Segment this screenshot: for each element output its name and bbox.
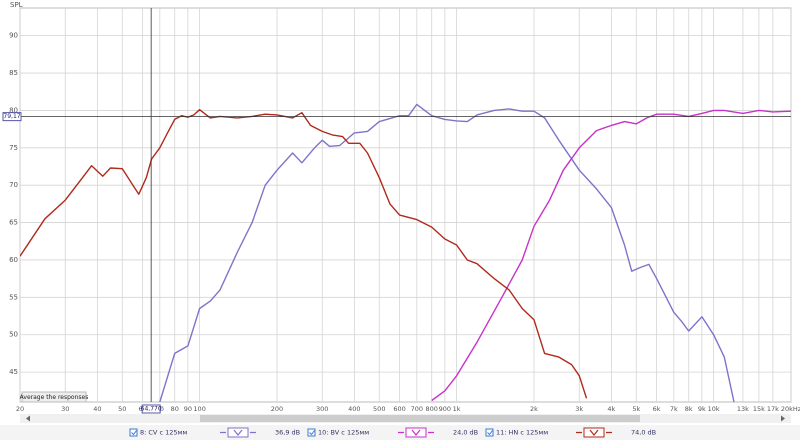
x-tick-label: 600 [393, 405, 405, 413]
y-tick-label: 90 [9, 32, 18, 40]
legend-check [131, 430, 137, 436]
y-tick-label: 60 [9, 256, 18, 264]
y-tick-label: 65 [9, 219, 18, 227]
legend-level: 24,0 dB [453, 429, 478, 437]
x-tick-label: 50 [118, 405, 126, 413]
overlay: 79,17 64,770 [2, 8, 791, 414]
series-group [20, 103, 791, 402]
plot-area [19, 7, 792, 403]
x-tick-label: 2k [530, 405, 538, 413]
x-tick-label: 90 [184, 405, 192, 413]
legend-checkbox[interactable] [307, 428, 316, 437]
cursor-y-box [2, 112, 22, 122]
x-tick-label: 3k [575, 405, 583, 413]
y-tick-label: 85 [9, 69, 18, 77]
x-tick-label: 1k [453, 405, 461, 413]
x-tick-label: 900 [439, 405, 451, 413]
x-tick-label: 15k [753, 405, 765, 413]
y-tick-label: 80 [9, 106, 18, 114]
x-tick-label: 4k [607, 405, 615, 413]
average-button-label[interactable]: Average the responses [20, 394, 89, 401]
x-tick-label: 7k [670, 405, 678, 413]
y-tick-label: 75 [9, 144, 18, 152]
legend-icon [405, 427, 427, 438]
y-tick-label: 55 [9, 293, 18, 301]
legend-label: 10: BV c 125мм [318, 429, 369, 437]
x-tick-label: 5k [632, 405, 640, 413]
x-tick-label: 30 [61, 405, 69, 413]
x-tick-label: 10k [708, 405, 720, 413]
legend-checkbox[interactable] [485, 428, 494, 437]
legend-label: 11: HN c 125мм [496, 429, 548, 437]
y-axis-label: SPL [10, 1, 23, 9]
x-tick-label: 8k [685, 405, 693, 413]
legend-check [487, 430, 493, 436]
y-tick-label: 70 [9, 181, 18, 189]
x-tick-label: 200 [271, 405, 283, 413]
cursor-y-label: 79,17 [3, 113, 20, 120]
legend-checkbox[interactable] [129, 428, 138, 437]
x-tick-label: 13k [737, 405, 749, 413]
legend-icon [227, 427, 249, 438]
x-tick-label: 500 [373, 405, 385, 413]
legend-swatch [220, 429, 256, 436]
y-tick-label: 45 [9, 368, 18, 376]
legend-level: 36,9 dB [275, 429, 300, 437]
x-tick-label: 100 [193, 405, 205, 413]
x-tick-label: 400 [348, 405, 360, 413]
legend: 8: CV c 125мм 36,9 dB 10: BV c 125мм 24,0 d… [129, 427, 656, 438]
x-tick-label: 700 [411, 405, 423, 413]
x-tick-label: 80 [171, 405, 179, 413]
legend-swatch [398, 429, 434, 436]
x-tick-label: 20kHz [781, 405, 800, 413]
x-tick-label: 9k [698, 405, 706, 413]
legend-check [309, 430, 315, 436]
cursor-x-box [141, 404, 161, 414]
series-line [159, 103, 735, 402]
x-tick-label: 17k [767, 405, 779, 413]
legend-icon [583, 427, 605, 438]
x-tick-label: 40 [93, 405, 101, 413]
series-line [20, 109, 588, 399]
x-tick-label: 6k [653, 405, 661, 413]
x-tick-label: 20 [16, 405, 24, 413]
scrollbar-thumb[interactable] [200, 415, 640, 422]
cursor-x-label: 64,770 [141, 406, 162, 413]
legend-swatch [576, 429, 612, 436]
legend-level: 74,0 dB [631, 429, 656, 437]
x-tick-label: 800 [426, 405, 438, 413]
x-tick-label: 300 [316, 405, 328, 413]
average-button[interactable] [21, 391, 87, 403]
legend-label: 8: CV c 125мм [140, 429, 187, 437]
y-tick-label: 50 [9, 331, 18, 339]
series-line [431, 109, 791, 402]
